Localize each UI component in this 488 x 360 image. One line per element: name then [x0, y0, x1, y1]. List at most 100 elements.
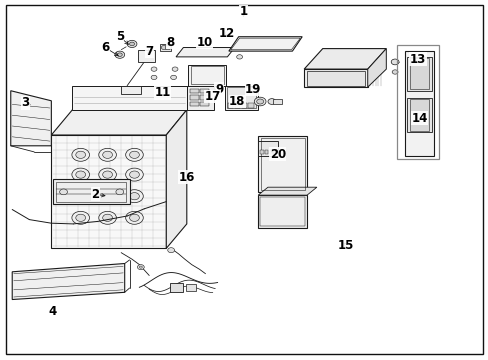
Polygon shape: [409, 99, 428, 131]
Circle shape: [165, 45, 171, 50]
Polygon shape: [407, 57, 431, 91]
Circle shape: [127, 40, 137, 48]
Polygon shape: [11, 91, 51, 146]
Circle shape: [72, 168, 89, 181]
Circle shape: [76, 193, 85, 200]
Circle shape: [125, 211, 143, 224]
Polygon shape: [166, 110, 186, 248]
Circle shape: [267, 99, 275, 104]
Circle shape: [102, 214, 112, 221]
Text: 18: 18: [228, 95, 245, 108]
Circle shape: [72, 211, 89, 224]
Polygon shape: [409, 58, 428, 89]
Circle shape: [390, 59, 398, 65]
Text: 15: 15: [337, 239, 354, 252]
Bar: [200, 95, 209, 100]
Text: 4: 4: [49, 305, 57, 318]
Circle shape: [72, 148, 89, 161]
Text: 14: 14: [410, 112, 427, 125]
Polygon shape: [304, 49, 386, 69]
Bar: [234, 103, 240, 108]
Circle shape: [72, 190, 89, 203]
Circle shape: [125, 190, 143, 203]
Circle shape: [129, 42, 134, 46]
Circle shape: [254, 97, 265, 106]
Circle shape: [76, 151, 85, 158]
Circle shape: [102, 151, 112, 158]
Text: 12: 12: [218, 27, 235, 40]
Circle shape: [99, 168, 116, 181]
Bar: [227, 103, 233, 108]
Text: 5: 5: [116, 30, 123, 43]
Polygon shape: [367, 49, 386, 87]
Polygon shape: [12, 264, 124, 300]
Text: 6: 6: [101, 41, 109, 54]
Polygon shape: [306, 71, 364, 86]
Circle shape: [102, 193, 112, 200]
Circle shape: [391, 70, 397, 74]
Bar: [189, 89, 198, 93]
Text: 1: 1: [239, 5, 247, 18]
Text: 11: 11: [154, 86, 170, 99]
Circle shape: [99, 211, 116, 224]
Polygon shape: [176, 48, 234, 57]
Polygon shape: [170, 283, 183, 292]
Text: 3: 3: [21, 96, 29, 109]
Text: 8: 8: [166, 36, 174, 49]
Circle shape: [129, 151, 139, 158]
Polygon shape: [138, 50, 154, 62]
Bar: [272, 99, 281, 104]
Bar: [189, 95, 198, 100]
Polygon shape: [407, 98, 431, 132]
Text: 9: 9: [215, 83, 223, 96]
Polygon shape: [51, 135, 166, 248]
Polygon shape: [51, 110, 186, 135]
Circle shape: [60, 189, 67, 195]
Polygon shape: [258, 187, 316, 195]
Bar: [269, 150, 273, 154]
Bar: [241, 103, 246, 108]
Bar: [248, 103, 253, 108]
Polygon shape: [53, 179, 129, 204]
Text: 13: 13: [409, 53, 426, 66]
Circle shape: [115, 51, 124, 58]
Circle shape: [161, 45, 167, 50]
Circle shape: [256, 99, 263, 104]
Circle shape: [129, 214, 139, 221]
Bar: [264, 150, 268, 154]
Circle shape: [76, 171, 85, 178]
Text: 20: 20: [269, 148, 285, 161]
Circle shape: [170, 75, 176, 80]
Circle shape: [125, 168, 143, 181]
Circle shape: [236, 55, 242, 59]
Circle shape: [151, 75, 157, 80]
Circle shape: [151, 67, 157, 71]
Circle shape: [117, 53, 122, 57]
Circle shape: [99, 190, 116, 203]
Circle shape: [129, 193, 139, 200]
Text: 19: 19: [244, 83, 261, 96]
Polygon shape: [304, 69, 367, 87]
Circle shape: [172, 67, 178, 71]
Circle shape: [102, 171, 112, 178]
Circle shape: [167, 248, 174, 253]
Bar: [200, 89, 209, 93]
Circle shape: [116, 189, 123, 195]
Polygon shape: [258, 136, 306, 192]
Bar: [189, 102, 198, 106]
Circle shape: [76, 214, 85, 221]
Text: 2: 2: [91, 188, 99, 201]
Polygon shape: [228, 37, 302, 51]
Polygon shape: [258, 195, 306, 228]
Circle shape: [129, 171, 139, 178]
Polygon shape: [226, 87, 256, 108]
Circle shape: [125, 148, 143, 161]
Circle shape: [139, 266, 142, 268]
Polygon shape: [160, 44, 171, 51]
Polygon shape: [188, 65, 225, 86]
Text: 10: 10: [196, 36, 212, 49]
Polygon shape: [186, 86, 214, 110]
Polygon shape: [72, 86, 186, 110]
Polygon shape: [224, 86, 258, 110]
Text: 16: 16: [178, 171, 195, 184]
